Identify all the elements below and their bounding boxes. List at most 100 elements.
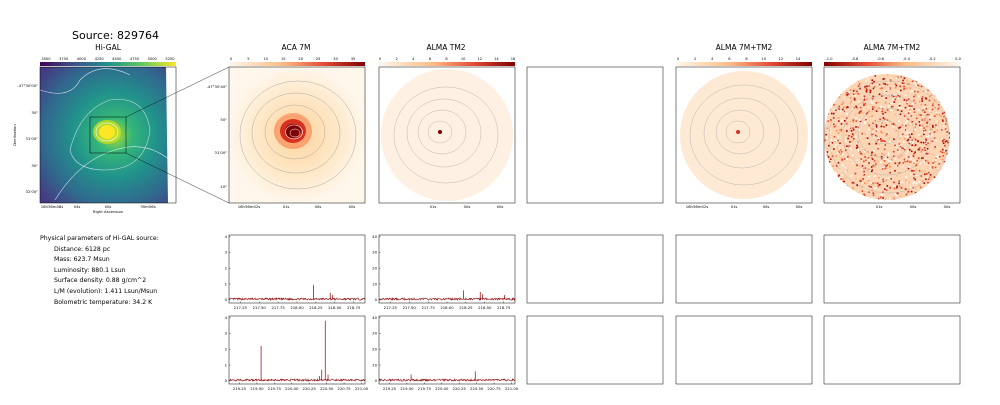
x-tick-label: 220.75 <box>337 386 351 391</box>
colorbar-tick-label: -0.4 <box>903 57 911 61</box>
x-tick-label: 221.00 <box>355 386 369 391</box>
alma7mtm2-b-colorbar <box>824 62 960 66</box>
aca7m-title: ACA 7M <box>281 43 311 52</box>
higal-xlabel: Right Ascension <box>93 209 124 214</box>
x-tick-label: 220.50 <box>470 386 484 391</box>
colorbar-tick-label: 25 <box>316 57 321 61</box>
higal-zoom-box <box>89 116 127 154</box>
x-tick-label: 35m56s <box>140 204 155 209</box>
y-tick-label: 30" <box>31 110 38 115</box>
x-tick-label: 219.25 <box>233 386 247 391</box>
colorbar-tick-label: 14 <box>796 57 801 61</box>
x-tick-label: 00s <box>464 204 471 209</box>
x-tick-label: 221.00 <box>505 386 519 391</box>
spectrum-frame <box>228 315 366 385</box>
colorbar-tick-label: 2 <box>395 57 397 61</box>
x-tick-label: 218.00 <box>290 305 304 310</box>
colorbar-tick-label: 35 <box>351 57 356 61</box>
x-tick-label: 217.25 <box>234 305 248 310</box>
x-tick-label: 218.25 <box>459 305 473 310</box>
y-tick-label: -47°30'00" <box>17 83 38 88</box>
alma7mtm2-a-image <box>680 71 808 199</box>
aca7m-panel: 0 5 10 15 20 25 30 35 -47°30'40" 50" 31'00" 10" 16… <box>206 57 366 209</box>
almatm2-colorbar <box>379 62 515 66</box>
colorbar-tick-label: 4000 <box>77 57 87 61</box>
colorbar-tick-label: 5250 <box>165 57 175 61</box>
x-tick-label: 220.75 <box>487 386 501 391</box>
spectrum-frame <box>378 234 516 304</box>
y-tick-label: 0 <box>225 378 228 383</box>
x-tick-label: 220.50 <box>320 386 334 391</box>
aca-spectrum-1: 0 1 2 3 4 217.25 217.50 217.75 218.00 218.25 218.5… <box>225 234 366 310</box>
x-tick-label: 00s <box>763 204 770 209</box>
alma7mtm2-b-image <box>824 74 950 200</box>
higal-title: Hi-GAL <box>95 43 121 52</box>
x-tick-label: 218.00 <box>440 305 454 310</box>
x-tick-label: 01s <box>283 204 290 209</box>
colorbar-tick-label: 15 <box>281 57 286 61</box>
empty-spectrum-panel <box>526 315 664 385</box>
colorbar-tick-label: 3500 <box>41 57 51 61</box>
spectrum-frame <box>228 234 366 304</box>
x-tick-label: 220.25 <box>303 386 317 391</box>
physical-parameters: Physical parameters of Hi-GAL source: Di… <box>40 234 159 308</box>
x-tick-label: 16h36m08s <box>41 204 64 209</box>
x-tick-label: 16h36m02s <box>686 204 709 209</box>
alma7mtm2-a-colorbar <box>676 62 812 66</box>
x-tick-label: 04s <box>74 204 81 209</box>
colorbar-tick-label: 2 <box>694 57 696 61</box>
tm2-spectrum-1: 0 10 20 30 40 217.25 217.50 217.75 218.00 218.25 2… <box>372 234 516 310</box>
x-tick-label: 220.00 <box>435 386 449 391</box>
x-tick-label: 01s <box>876 204 883 209</box>
x-tick-label: 218.50 <box>328 305 342 310</box>
colorbar-tick-label: 10 <box>264 57 269 61</box>
x-tick-label: 219.25 <box>383 386 397 391</box>
params-heading: Physical parameters of Hi-GAL source: <box>40 235 159 242</box>
alma7mtm2-a-title: ALMA 7M+TM2 <box>715 43 773 52</box>
colorbar-tick-label: 20 <box>298 57 303 61</box>
higal-colorbar <box>40 62 176 66</box>
y-tick-label: 2 <box>225 347 228 352</box>
x-tick-label: 217.75 <box>421 305 435 310</box>
x-tick-label: 00s <box>944 204 951 209</box>
y-tick-label: 0 <box>375 297 378 302</box>
y-tick-label: 40 <box>372 234 377 239</box>
y-tick-label: 30 <box>372 250 377 255</box>
y-tick-label: 0 <box>225 297 228 302</box>
spectrum-line <box>228 297 366 302</box>
y-tick-label: 50" <box>220 117 227 122</box>
colorbar-tick-label: 4 <box>412 57 415 61</box>
y-tick-label: 2 <box>225 266 228 271</box>
x-tick-label: 00s <box>105 204 112 209</box>
higal-panel: 3500 3750 4000 4250 4500 4750 5000 5250 -47°30'… <box>12 57 230 214</box>
x-tick-label: 219.50 <box>400 386 414 391</box>
x-tick-label: 220.25 <box>453 386 467 391</box>
colorbar-tick-label: 0 <box>677 57 680 61</box>
colorbar-tick-label: 8 <box>445 57 448 61</box>
colorbar-tick-label: 12 <box>779 57 784 61</box>
y-tick-label: 30" <box>31 163 38 168</box>
y-tick-label: 1 <box>225 281 228 286</box>
colorbar-tick-label: 16 <box>511 57 516 61</box>
alma7mtm2-b-panel: -1.0 -0.8 -0.6 -0.4 -0.2 0.0 01s 00s 00s <box>823 57 962 209</box>
y-tick-label: 4 <box>225 234 228 239</box>
higal-ylabel: Declination <box>12 124 17 146</box>
x-tick-label: 219.75 <box>418 386 432 391</box>
x-tick-label: 00s <box>910 204 917 209</box>
y-tick-label: 20 <box>372 266 377 271</box>
empty-spectrum-panel <box>526 234 664 304</box>
x-tick-label: 00s <box>315 204 322 209</box>
empty-image-panel <box>526 66 664 204</box>
y-tick-label: 3 <box>225 250 228 255</box>
y-tick-label: 10 <box>372 362 377 367</box>
spectrum-line <box>228 378 366 382</box>
x-tick-label: 00s <box>796 204 803 209</box>
x-tick-label: 218.75 <box>347 305 361 310</box>
param-line: Bolometric temperature: 34.2 K <box>54 298 153 306</box>
colorbar-tick-label: 10 <box>461 57 466 61</box>
colorbar-tick-label: -1.0 <box>825 57 833 61</box>
colorbar-tick-label: 5000 <box>148 57 158 61</box>
x-tick-label: 217.75 <box>271 305 285 310</box>
x-tick-label: 218.25 <box>309 305 323 310</box>
